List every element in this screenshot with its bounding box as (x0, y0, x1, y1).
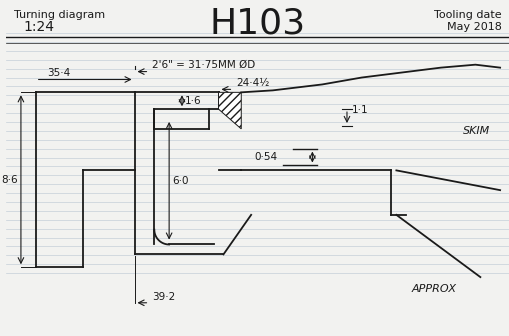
Text: 39·2: 39·2 (152, 292, 175, 302)
Text: 6·0: 6·0 (172, 176, 188, 186)
Text: APPROX: APPROX (410, 284, 456, 294)
Text: 35·4: 35·4 (47, 68, 71, 78)
Text: May 2018: May 2018 (446, 22, 501, 32)
Text: 2'6" = 31·75MM ØD: 2'6" = 31·75MM ØD (152, 59, 255, 70)
Text: 1·6: 1·6 (185, 96, 201, 106)
Text: 1·1: 1·1 (351, 104, 368, 115)
Polygon shape (218, 92, 241, 129)
Text: H103: H103 (210, 6, 305, 40)
Text: 24·4½: 24·4½ (236, 78, 269, 88)
Text: 0·54: 0·54 (254, 152, 277, 162)
Text: 1:24: 1:24 (24, 20, 55, 34)
Text: Tooling date: Tooling date (434, 10, 501, 20)
Text: 8·6: 8·6 (2, 175, 18, 185)
Text: Turning diagram: Turning diagram (14, 10, 105, 20)
Text: SKIM: SKIM (462, 126, 489, 136)
